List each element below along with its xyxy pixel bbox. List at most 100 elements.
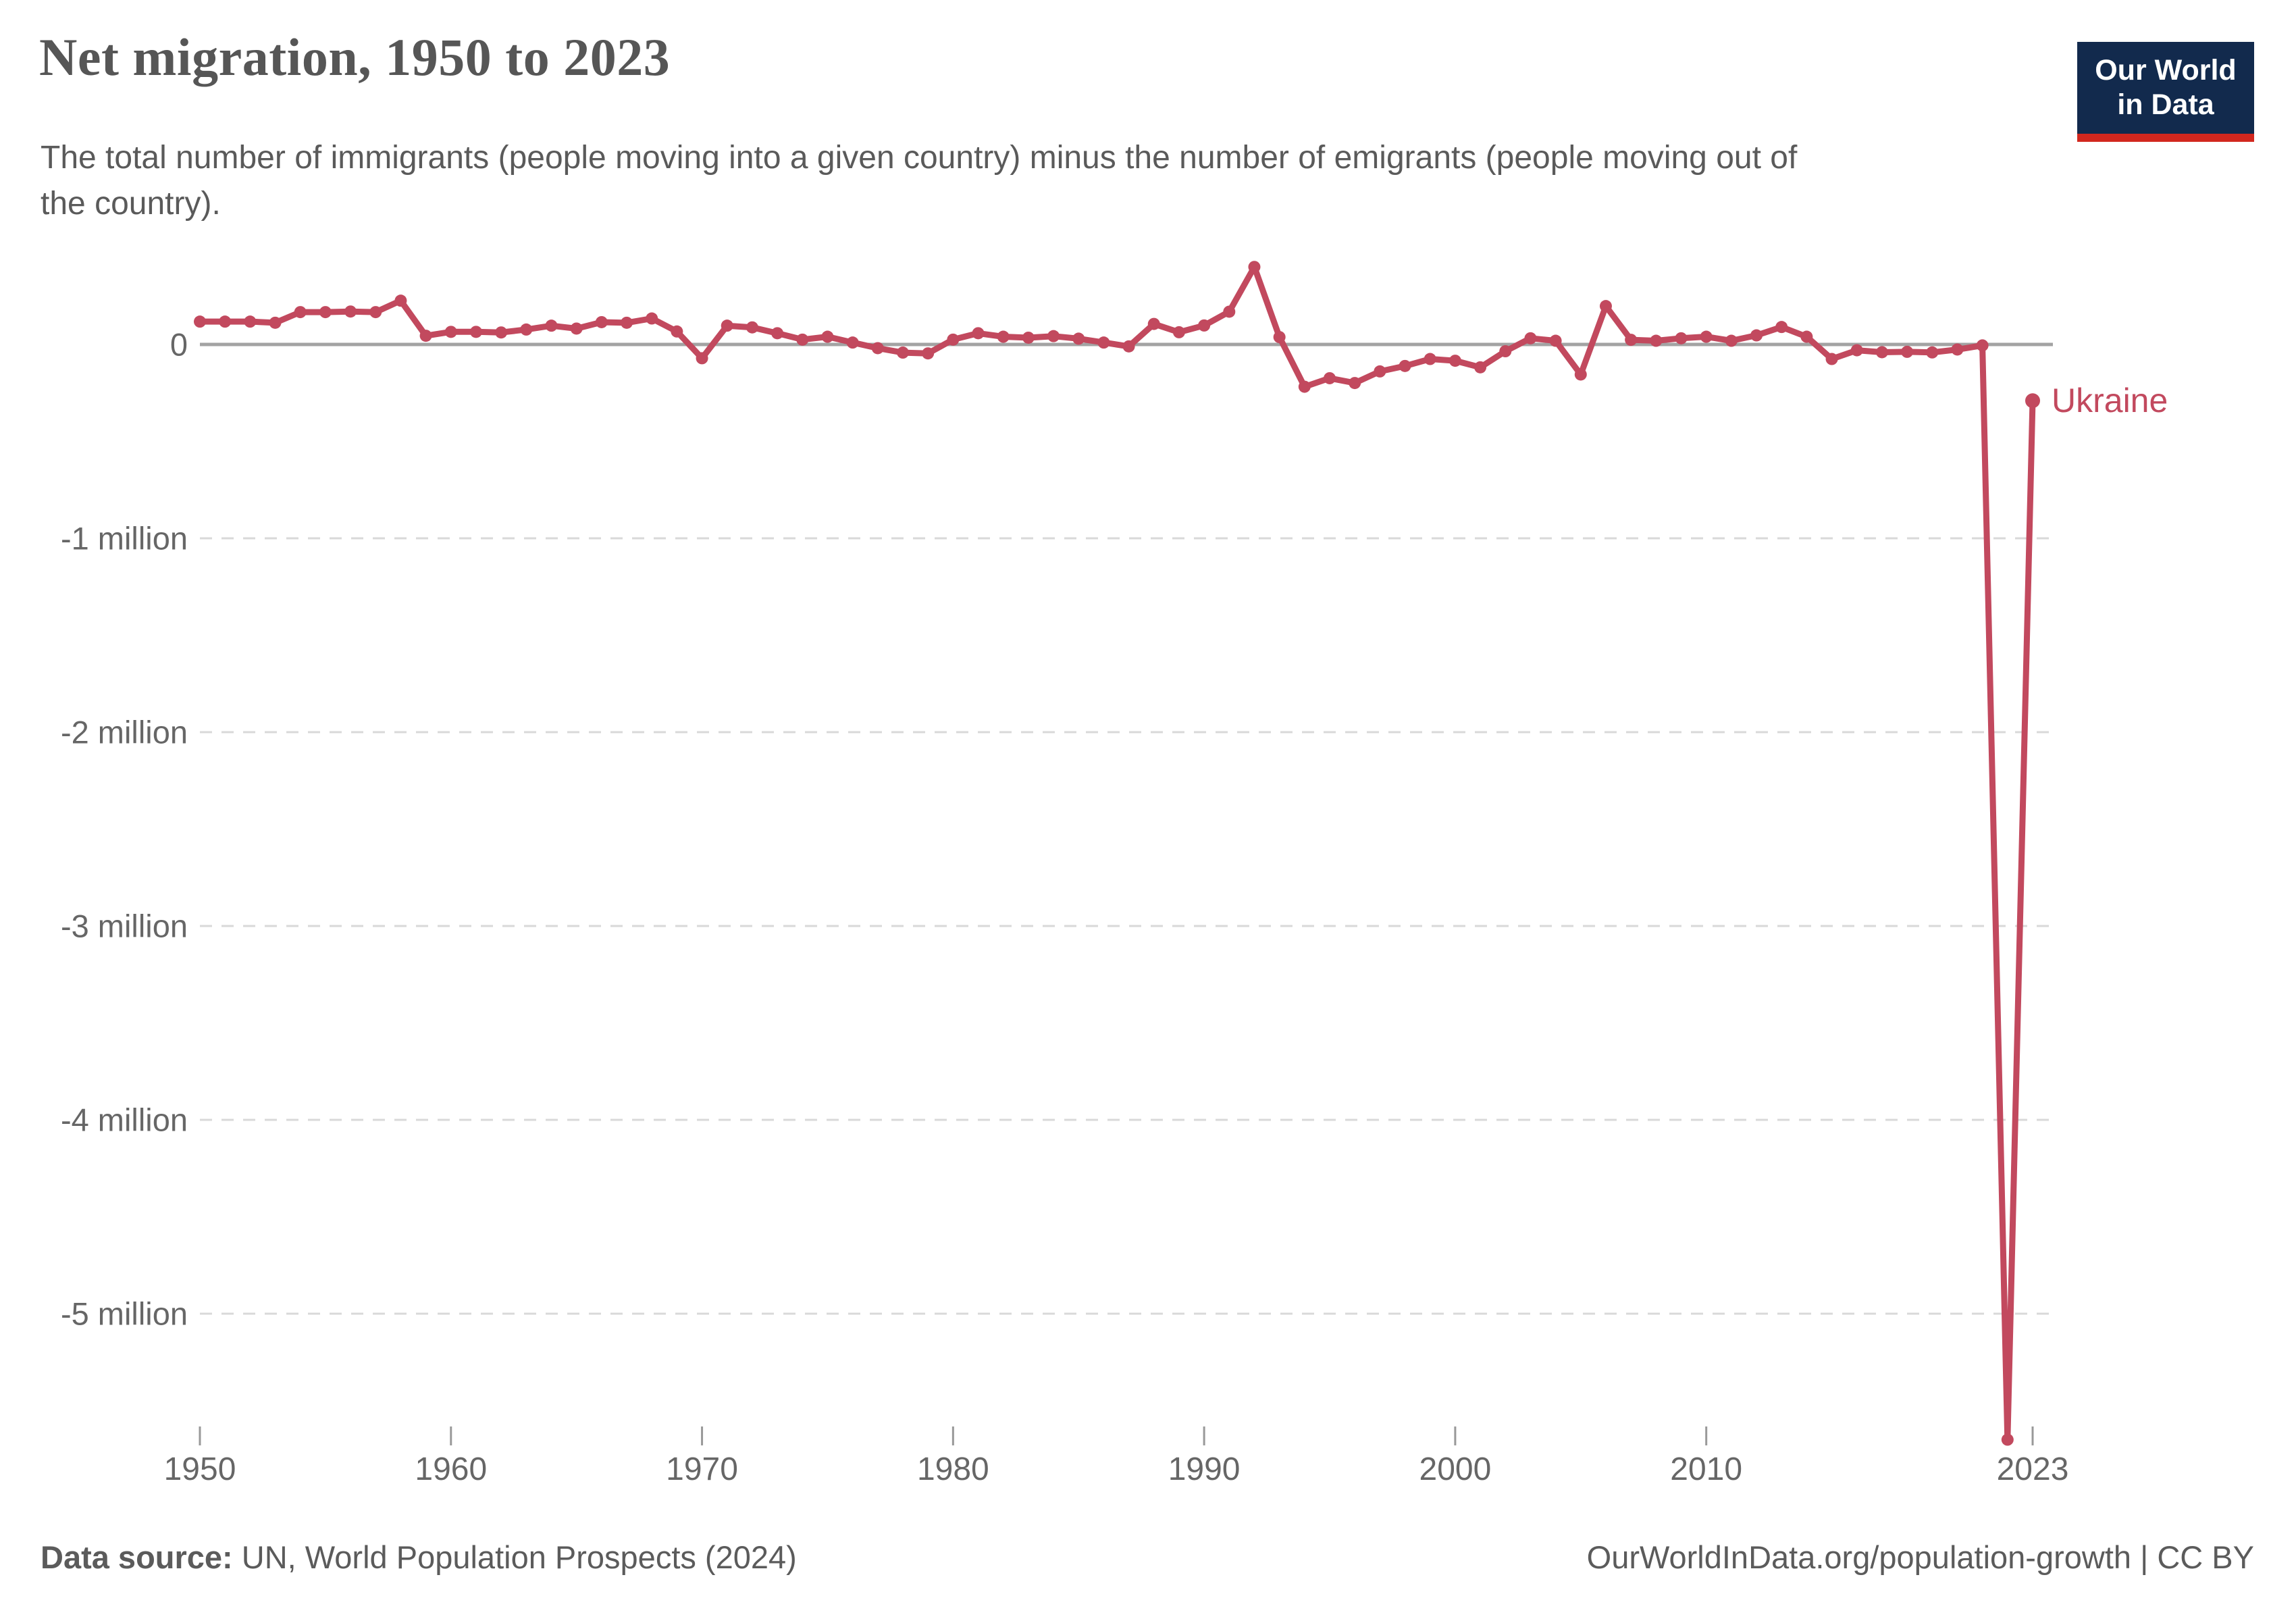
- data-point-marker[interactable]: [1424, 353, 1436, 365]
- data-point-marker[interactable]: [796, 333, 809, 346]
- data-point-marker[interactable]: [369, 306, 382, 319]
- data-point-marker[interactable]: [1875, 346, 1888, 359]
- x-axis-tick-label: 1990: [1168, 1451, 1241, 1487]
- data-point-marker[interactable]: [621, 316, 633, 329]
- data-point-marker[interactable]: [1825, 353, 1838, 365]
- data-point-marker[interactable]: [1725, 334, 1738, 347]
- data-point-marker[interactable]: [244, 315, 257, 328]
- data-point-marker[interactable]: [1449, 355, 1461, 367]
- data-point-marker[interactable]: [294, 306, 307, 319]
- data-point-marker[interactable]: [1474, 361, 1487, 374]
- data-point-marker[interactable]: [1574, 368, 1587, 381]
- data-point-marker[interactable]: [671, 325, 683, 338]
- data-point-marker[interactable]: [1097, 336, 1110, 349]
- data-point-marker[interactable]: [469, 326, 482, 338]
- x-axis-tick-label: 1950: [163, 1451, 236, 1487]
- data-point-marker[interactable]: [1549, 334, 1562, 347]
- data-point-marker[interactable]: [269, 316, 282, 329]
- data-point-marker[interactable]: [319, 306, 332, 319]
- data-point-marker[interactable]: [1072, 332, 1085, 345]
- owid-logo-box: Our World in Data: [2077, 42, 2254, 134]
- data-point-marker[interactable]: [1800, 330, 1813, 343]
- data-point-marker[interactable]: [1122, 340, 1135, 353]
- data-point-marker[interactable]: [1298, 380, 1311, 393]
- y-axis-tick-label: 0: [169, 326, 188, 363]
- data-point-marker[interactable]: [1775, 321, 1788, 334]
- data-point-marker[interactable]: [1223, 305, 1236, 318]
- data-point-marker[interactable]: [1349, 377, 1361, 390]
- y-axis-tick-label: -1 million: [60, 520, 188, 557]
- data-source-text: UN, World Population Prospects (2024): [232, 1539, 797, 1575]
- data-point-marker[interactable]: [1147, 317, 1160, 330]
- x-axis-tick-label: 2000: [1419, 1451, 1492, 1487]
- data-point-marker[interactable]: [1324, 371, 1336, 384]
- owid-logo[interactable]: Our World in Data: [2077, 42, 2254, 142]
- data-point-marker[interactable]: [871, 342, 884, 355]
- data-point-marker[interactable]: [520, 323, 533, 336]
- x-axis-tick-label: 1960: [415, 1451, 488, 1487]
- data-point-marker[interactable]: [821, 330, 834, 343]
- line-series-ukraine[interactable]: [197, 263, 2036, 1443]
- data-point-marker[interactable]: [922, 347, 935, 360]
- data-point-marker[interactable]: [896, 346, 909, 359]
- x-axis-tick-label: 2023: [1996, 1451, 2069, 1487]
- data-point-marker[interactable]: [1524, 332, 1537, 344]
- data-point-marker[interactable]: [419, 330, 432, 342]
- data-point-marker[interactable]: [997, 330, 1010, 343]
- footer-data-source: Data source: UN, World Population Prospe…: [41, 1539, 797, 1576]
- data-point-marker[interactable]: [1976, 339, 1989, 352]
- data-source-label: Data source:: [41, 1539, 233, 1575]
- data-point-marker[interactable]: [2025, 393, 2040, 409]
- data-point-marker[interactable]: [1248, 261, 1261, 274]
- page-subtitle: The total number of immigrants (people m…: [41, 140, 1798, 222]
- data-point-marker[interactable]: [1399, 359, 1411, 372]
- data-point-marker[interactable]: [1750, 329, 1763, 342]
- data-point-marker[interactable]: [746, 321, 758, 334]
- data-point-marker[interactable]: [1499, 345, 1512, 358]
- data-point-marker[interactable]: [1198, 319, 1211, 332]
- data-point-marker[interactable]: [1273, 331, 1286, 344]
- data-point-marker[interactable]: [646, 312, 658, 325]
- data-point-marker[interactable]: [444, 326, 457, 338]
- owid-logo-line1: Our World: [2095, 54, 2237, 87]
- data-point-marker[interactable]: [1700, 330, 1713, 343]
- data-point-marker[interactable]: [696, 352, 708, 365]
- data-point-marker[interactable]: [495, 326, 508, 339]
- data-point-marker[interactable]: [570, 322, 583, 335]
- series-end-label-ukraine[interactable]: Ukraine: [2052, 382, 2168, 420]
- data-point-marker[interactable]: [1625, 334, 1638, 346]
- footer-attribution[interactable]: OurWorldInData.org/population-growth | C…: [1586, 1539, 2254, 1575]
- data-point-marker[interactable]: [1901, 345, 1914, 358]
- data-point-marker[interactable]: [219, 315, 232, 328]
- data-point-marker[interactable]: [2001, 1433, 2014, 1446]
- data-point-marker[interactable]: [1951, 343, 1964, 356]
- data-point-marker[interactable]: [771, 327, 784, 340]
- data-point-marker[interactable]: [1850, 344, 1863, 357]
- data-point-marker[interactable]: [344, 305, 357, 318]
- data-point-marker[interactable]: [595, 315, 608, 328]
- data-point-marker[interactable]: [394, 294, 407, 307]
- data-point-marker[interactable]: [947, 333, 960, 346]
- data-point-marker[interactable]: [846, 336, 859, 349]
- data-point-marker[interactable]: [1022, 331, 1035, 344]
- data-point-marker[interactable]: [1926, 346, 1939, 359]
- x-axis-tick-label: 1980: [916, 1451, 989, 1487]
- data-point-marker[interactable]: [972, 327, 985, 340]
- data-point-marker[interactable]: [1675, 332, 1688, 344]
- y-axis-tick-label: -2 million: [60, 714, 188, 750]
- x-axis-tick-label: 1970: [666, 1451, 738, 1487]
- y-axis-tick-label: -4 million: [60, 1102, 188, 1138]
- data-point-marker[interactable]: [1172, 326, 1185, 338]
- y-axis-tick-label: -5 million: [60, 1295, 188, 1332]
- data-point-marker[interactable]: [721, 319, 733, 332]
- page-title: Net migration, 1950 to 2023: [39, 28, 671, 86]
- data-point-marker[interactable]: [1599, 300, 1612, 313]
- data-point-marker[interactable]: [194, 315, 206, 328]
- data-point-marker[interactable]: [1650, 334, 1663, 347]
- data-point-marker[interactable]: [1047, 330, 1060, 342]
- owid-logo-accent-strip: [2077, 134, 2254, 142]
- data-point-marker[interactable]: [1374, 365, 1386, 378]
- y-axis-tick-label: -3 million: [60, 908, 188, 944]
- data-point-marker[interactable]: [545, 319, 558, 332]
